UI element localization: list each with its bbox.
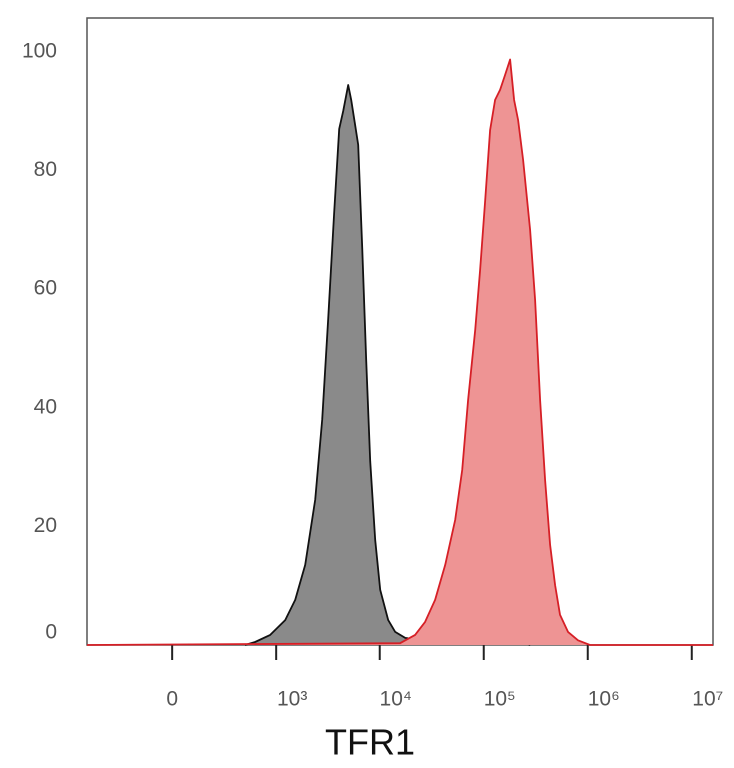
y-tick-label: 40 [34, 395, 57, 418]
histogram-outline [86, 58, 713, 646]
y-tick-label: 80 [34, 158, 57, 181]
x-tick-label: 10⁷ [692, 688, 723, 711]
y-tick-label: 100 [22, 39, 57, 62]
x-tick-label: 10⁶ [588, 688, 620, 711]
y-tick-label: 0 [45, 621, 57, 644]
histogram-outline [244, 84, 531, 646]
x-tick-label: 10³ [277, 688, 307, 711]
x-tick-label: 0 [166, 688, 178, 711]
plot-frame [86, 17, 714, 646]
x-axis-label: TFR1 [325, 722, 415, 763]
x-tick-label: 10⁵ [484, 688, 516, 711]
y-tick-label: 60 [34, 277, 57, 300]
x-tick-label: 10⁴ [380, 688, 412, 711]
histogram-area [245, 85, 531, 645]
y-tick-label: 20 [34, 514, 57, 537]
histogram-area [87, 59, 713, 645]
